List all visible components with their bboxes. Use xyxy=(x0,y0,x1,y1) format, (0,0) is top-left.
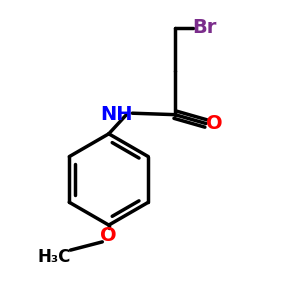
Text: NH: NH xyxy=(100,105,132,124)
Text: H₃C: H₃C xyxy=(38,248,71,266)
Text: O: O xyxy=(100,226,117,245)
Text: Br: Br xyxy=(192,18,217,37)
Text: O: O xyxy=(206,114,223,133)
